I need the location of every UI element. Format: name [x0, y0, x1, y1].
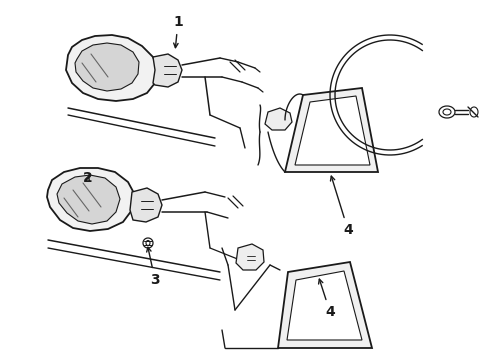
Polygon shape: [236, 244, 264, 270]
Polygon shape: [153, 54, 182, 87]
Polygon shape: [265, 108, 292, 130]
Text: 3: 3: [147, 247, 160, 287]
Polygon shape: [285, 88, 378, 172]
Text: 2: 2: [83, 171, 93, 185]
Polygon shape: [287, 271, 362, 340]
Text: 4: 4: [318, 279, 335, 319]
Text: 4: 4: [330, 176, 353, 237]
Polygon shape: [75, 43, 139, 91]
Polygon shape: [278, 262, 372, 348]
Polygon shape: [57, 175, 120, 224]
Polygon shape: [47, 168, 135, 231]
Text: 1: 1: [173, 15, 183, 48]
Polygon shape: [66, 35, 158, 101]
Polygon shape: [295, 96, 370, 165]
Polygon shape: [130, 188, 162, 222]
